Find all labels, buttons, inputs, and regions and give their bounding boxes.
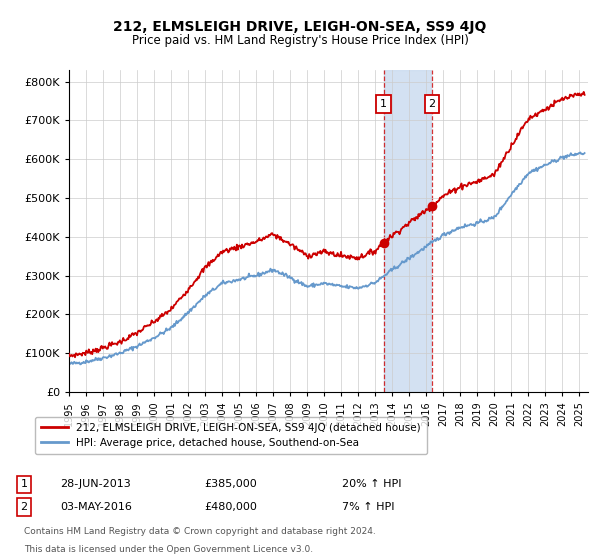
- Text: £480,000: £480,000: [204, 502, 257, 512]
- Text: Price paid vs. HM Land Registry's House Price Index (HPI): Price paid vs. HM Land Registry's House …: [131, 34, 469, 46]
- Text: £385,000: £385,000: [204, 479, 257, 489]
- Text: 20% ↑ HPI: 20% ↑ HPI: [342, 479, 401, 489]
- Text: 03-MAY-2016: 03-MAY-2016: [60, 502, 132, 512]
- Text: 212, ELMSLEIGH DRIVE, LEIGH-ON-SEA, SS9 4JQ: 212, ELMSLEIGH DRIVE, LEIGH-ON-SEA, SS9 …: [113, 20, 487, 34]
- Text: 1: 1: [20, 479, 28, 489]
- Text: 7% ↑ HPI: 7% ↑ HPI: [342, 502, 395, 512]
- Text: 28-JUN-2013: 28-JUN-2013: [60, 479, 131, 489]
- Text: 1: 1: [380, 99, 387, 109]
- Text: 2: 2: [20, 502, 28, 512]
- Text: This data is licensed under the Open Government Licence v3.0.: This data is licensed under the Open Gov…: [24, 545, 313, 554]
- Text: 2: 2: [428, 99, 436, 109]
- Legend: 212, ELMSLEIGH DRIVE, LEIGH-ON-SEA, SS9 4JQ (detached house), HPI: Average price: 212, ELMSLEIGH DRIVE, LEIGH-ON-SEA, SS9 …: [35, 417, 427, 454]
- Text: Contains HM Land Registry data © Crown copyright and database right 2024.: Contains HM Land Registry data © Crown c…: [24, 528, 376, 536]
